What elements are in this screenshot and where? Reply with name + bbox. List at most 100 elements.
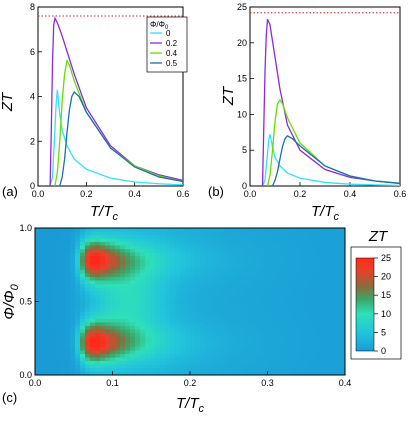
- heatmap-cell: [50, 326, 56, 330]
- heatmap-cell: [70, 350, 76, 355]
- heatmap-cell: [210, 252, 216, 257]
- heatmap-cell: [245, 263, 251, 267]
- heatmap-cell: [145, 347, 151, 351]
- heatmap-cell: [285, 350, 291, 355]
- heatmap-cell: [295, 238, 301, 243]
- heatmap-cell: [215, 266, 221, 271]
- heatmap-cell: [35, 235, 41, 239]
- heatmap-cell: [340, 301, 346, 306]
- heatmap-cell: [90, 252, 96, 257]
- heatmap-cell: [240, 347, 246, 351]
- heatmap-cell: [220, 333, 226, 337]
- heatmap-cell: [105, 231, 111, 236]
- heatmap-cell: [235, 287, 241, 292]
- heatmap-cell: [130, 343, 136, 348]
- heatmap-cell: [230, 329, 236, 334]
- heatmap-cell: [340, 343, 346, 348]
- heatmap-cell: [40, 228, 46, 232]
- heatmap-cell: [260, 329, 266, 334]
- heatmap-cell: [310, 245, 316, 250]
- heatmap-cell: [130, 333, 136, 337]
- y-tick-label: 25: [237, 2, 247, 12]
- heatmap-cell: [155, 256, 161, 260]
- heatmap-cell: [340, 259, 346, 264]
- heatmap-cell: [245, 305, 251, 309]
- x-axis-label: T/Tc: [176, 395, 205, 415]
- heatmap-cell: [275, 249, 281, 253]
- heatmap-cell: [75, 336, 81, 341]
- heatmap-cell: [205, 347, 211, 351]
- heatmap-cell: [295, 263, 301, 267]
- heatmap-cell: [175, 333, 181, 337]
- heatmap-cell: [320, 340, 326, 344]
- heatmap-cell: [150, 284, 156, 288]
- heatmap-cell: [330, 294, 336, 299]
- heatmap-cell: [320, 263, 326, 267]
- heatmap-cell: [310, 273, 316, 278]
- heatmap-cell: [140, 301, 146, 306]
- heatmap-cell: [265, 245, 271, 250]
- heatmap-cell: [165, 354, 171, 358]
- heatmap-cell: [185, 308, 191, 313]
- heatmap-cell: [55, 238, 61, 243]
- heatmap-cell: [70, 235, 76, 239]
- heatmap-cell: [290, 252, 296, 257]
- heatmap-cell: [260, 252, 266, 257]
- heatmap-cell: [170, 329, 176, 334]
- heatmap-cell: [165, 347, 171, 351]
- heatmap-cell: [40, 333, 46, 337]
- heatmap-cell: [125, 252, 131, 257]
- heatmap-cell: [235, 270, 241, 274]
- heatmap-cell: [70, 284, 76, 288]
- heatmap-cell: [320, 249, 326, 253]
- heatmap-cell: [150, 347, 156, 351]
- heatmap-cell: [55, 305, 61, 309]
- heatmap-cell: [155, 284, 161, 288]
- heatmap-cell: [210, 235, 216, 239]
- heatmap-cell: [335, 266, 341, 271]
- heatmap-cell: [190, 308, 196, 313]
- heatmap-cell: [320, 242, 326, 246]
- heatmap-cell: [300, 256, 306, 260]
- heatmap-cell: [165, 245, 171, 250]
- heatmap-cell: [105, 298, 111, 302]
- heatmap-cell: [40, 336, 46, 341]
- heatmap-cell: [45, 322, 51, 327]
- heatmap-cell: [205, 312, 211, 316]
- heatmap-cell: [330, 326, 336, 330]
- heatmap-cell: [195, 357, 201, 362]
- heatmap-cell: [320, 347, 326, 351]
- heatmap-cell: [320, 364, 326, 369]
- heatmap-cell: [290, 263, 296, 267]
- heatmap-cell: [225, 350, 231, 355]
- heatmap-cell: [325, 266, 331, 271]
- heatmap-cell: [285, 242, 291, 246]
- heatmap-cell: [255, 333, 261, 337]
- heatmap-cell: [115, 350, 121, 355]
- heatmap-cell: [265, 322, 271, 327]
- heatmap-cell: [160, 238, 166, 243]
- heatmap-cell: [305, 368, 311, 372]
- heatmap-cell: [340, 270, 346, 274]
- heatmap-cell: [110, 231, 116, 236]
- heatmap-cell: [185, 287, 191, 292]
- heatmap-cell: [295, 343, 301, 348]
- heatmap-cell: [40, 340, 46, 344]
- heatmap-cell: [75, 357, 81, 362]
- heatmap-cell: [155, 242, 161, 246]
- heatmap-cell: [295, 252, 301, 257]
- heatmap-cell: [315, 238, 321, 243]
- heatmap-cell: [130, 256, 136, 260]
- heatmap-cell: [330, 329, 336, 334]
- heatmap-cell: [35, 263, 41, 267]
- heatmap-cell: [235, 256, 241, 260]
- heatmap-cell: [150, 312, 156, 316]
- heatmap-cell: [55, 235, 61, 239]
- heatmap-cell: [245, 368, 251, 372]
- heatmap-cell: [190, 259, 196, 264]
- heatmap-cell: [100, 305, 106, 309]
- heatmap-cell: [210, 242, 216, 246]
- heatmap-cell: [255, 270, 261, 274]
- heatmap-cell: [160, 315, 166, 320]
- heatmap-cell: [285, 322, 291, 327]
